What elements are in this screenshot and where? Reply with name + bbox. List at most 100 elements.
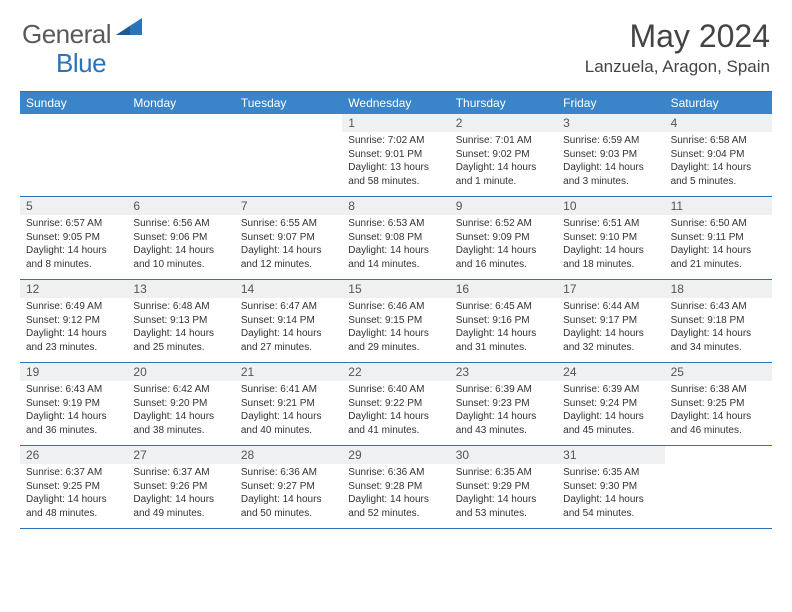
day-body: Sunrise: 6:38 AMSunset: 9:25 PMDaylight:… — [665, 381, 772, 441]
day-number: 27 — [127, 446, 234, 464]
day-cell: 11Sunrise: 6:50 AMSunset: 9:11 PMDayligh… — [665, 197, 772, 279]
day-header: Saturday — [665, 92, 772, 114]
day-body: Sunrise: 6:51 AMSunset: 9:10 PMDaylight:… — [557, 215, 664, 275]
day-body: Sunrise: 6:48 AMSunset: 9:13 PMDaylight:… — [127, 298, 234, 358]
day-number: 19 — [20, 363, 127, 381]
day-cell: 23Sunrise: 6:39 AMSunset: 9:23 PMDayligh… — [450, 363, 557, 445]
day-cell: 7Sunrise: 6:55 AMSunset: 9:07 PMDaylight… — [235, 197, 342, 279]
week-row: 12Sunrise: 6:49 AMSunset: 9:12 PMDayligh… — [20, 280, 772, 363]
day-body: Sunrise: 6:43 AMSunset: 9:18 PMDaylight:… — [665, 298, 772, 358]
logo-text-blue: Blue — [56, 48, 106, 78]
day-number: 23 — [450, 363, 557, 381]
week-row: 19Sunrise: 6:43 AMSunset: 9:19 PMDayligh… — [20, 363, 772, 446]
month-title: May 2024 — [585, 18, 770, 55]
day-cell — [127, 114, 234, 196]
day-number: 5 — [20, 197, 127, 215]
day-body: Sunrise: 6:40 AMSunset: 9:22 PMDaylight:… — [342, 381, 449, 441]
day-cell: 25Sunrise: 6:38 AMSunset: 9:25 PMDayligh… — [665, 363, 772, 445]
day-body: Sunrise: 6:58 AMSunset: 9:04 PMDaylight:… — [665, 132, 772, 192]
day-header: Friday — [557, 92, 664, 114]
day-body: Sunrise: 7:02 AMSunset: 9:01 PMDaylight:… — [342, 132, 449, 192]
day-number: 7 — [235, 197, 342, 215]
day-cell: 5Sunrise: 6:57 AMSunset: 9:05 PMDaylight… — [20, 197, 127, 279]
day-number: 20 — [127, 363, 234, 381]
day-header: Wednesday — [342, 92, 449, 114]
week-row: 1Sunrise: 7:02 AMSunset: 9:01 PMDaylight… — [20, 114, 772, 197]
logo-text-general: General — [22, 19, 111, 50]
day-cell: 29Sunrise: 6:36 AMSunset: 9:28 PMDayligh… — [342, 446, 449, 528]
day-cell: 9Sunrise: 6:52 AMSunset: 9:09 PMDaylight… — [450, 197, 557, 279]
logo-triangle-icon — [116, 18, 142, 41]
day-body: Sunrise: 7:01 AMSunset: 9:02 PMDaylight:… — [450, 132, 557, 192]
day-body: Sunrise: 6:47 AMSunset: 9:14 PMDaylight:… — [235, 298, 342, 358]
day-body: Sunrise: 6:59 AMSunset: 9:03 PMDaylight:… — [557, 132, 664, 192]
day-number: 25 — [665, 363, 772, 381]
day-cell: 10Sunrise: 6:51 AMSunset: 9:10 PMDayligh… — [557, 197, 664, 279]
title-block: May 2024 Lanzuela, Aragon, Spain — [585, 18, 770, 77]
day-body: Sunrise: 6:37 AMSunset: 9:25 PMDaylight:… — [20, 464, 127, 524]
logo-blue-wrapper: Blue — [56, 48, 106, 79]
day-number: 8 — [342, 197, 449, 215]
day-cell: 18Sunrise: 6:43 AMSunset: 9:18 PMDayligh… — [665, 280, 772, 362]
day-cell: 21Sunrise: 6:41 AMSunset: 9:21 PMDayligh… — [235, 363, 342, 445]
day-body: Sunrise: 6:39 AMSunset: 9:23 PMDaylight:… — [450, 381, 557, 441]
day-cell: 19Sunrise: 6:43 AMSunset: 9:19 PMDayligh… — [20, 363, 127, 445]
day-body: Sunrise: 6:37 AMSunset: 9:26 PMDaylight:… — [127, 464, 234, 524]
location-subtitle: Lanzuela, Aragon, Spain — [585, 57, 770, 77]
day-cell: 30Sunrise: 6:35 AMSunset: 9:29 PMDayligh… — [450, 446, 557, 528]
logo: General — [22, 18, 144, 51]
day-cell — [235, 114, 342, 196]
day-cell: 13Sunrise: 6:48 AMSunset: 9:13 PMDayligh… — [127, 280, 234, 362]
day-cell: 17Sunrise: 6:44 AMSunset: 9:17 PMDayligh… — [557, 280, 664, 362]
day-number: 4 — [665, 114, 772, 132]
day-cell: 4Sunrise: 6:58 AMSunset: 9:04 PMDaylight… — [665, 114, 772, 196]
day-body: Sunrise: 6:56 AMSunset: 9:06 PMDaylight:… — [127, 215, 234, 275]
day-header: Thursday — [450, 92, 557, 114]
day-number: 21 — [235, 363, 342, 381]
day-body: Sunrise: 6:55 AMSunset: 9:07 PMDaylight:… — [235, 215, 342, 275]
day-number: 28 — [235, 446, 342, 464]
day-header: Sunday — [20, 92, 127, 114]
day-header: Monday — [127, 92, 234, 114]
day-number: 26 — [20, 446, 127, 464]
day-cell — [20, 114, 127, 196]
day-cell: 1Sunrise: 7:02 AMSunset: 9:01 PMDaylight… — [342, 114, 449, 196]
day-cell: 22Sunrise: 6:40 AMSunset: 9:22 PMDayligh… — [342, 363, 449, 445]
day-number: 15 — [342, 280, 449, 298]
day-number: 12 — [20, 280, 127, 298]
day-number: 11 — [665, 197, 772, 215]
day-body: Sunrise: 6:52 AMSunset: 9:09 PMDaylight:… — [450, 215, 557, 275]
day-number: 10 — [557, 197, 664, 215]
day-body: Sunrise: 6:45 AMSunset: 9:16 PMDaylight:… — [450, 298, 557, 358]
day-body: Sunrise: 6:39 AMSunset: 9:24 PMDaylight:… — [557, 381, 664, 441]
day-cell: 28Sunrise: 6:36 AMSunset: 9:27 PMDayligh… — [235, 446, 342, 528]
day-body: Sunrise: 6:35 AMSunset: 9:29 PMDaylight:… — [450, 464, 557, 524]
day-body: Sunrise: 6:49 AMSunset: 9:12 PMDaylight:… — [20, 298, 127, 358]
day-number: 24 — [557, 363, 664, 381]
week-row: 5Sunrise: 6:57 AMSunset: 9:05 PMDaylight… — [20, 197, 772, 280]
day-number: 22 — [342, 363, 449, 381]
weeks-container: 1Sunrise: 7:02 AMSunset: 9:01 PMDaylight… — [20, 114, 772, 529]
day-body: Sunrise: 6:44 AMSunset: 9:17 PMDaylight:… — [557, 298, 664, 358]
day-body: Sunrise: 6:53 AMSunset: 9:08 PMDaylight:… — [342, 215, 449, 275]
day-body: Sunrise: 6:43 AMSunset: 9:19 PMDaylight:… — [20, 381, 127, 441]
day-number: 16 — [450, 280, 557, 298]
day-number: 1 — [342, 114, 449, 132]
day-body: Sunrise: 6:41 AMSunset: 9:21 PMDaylight:… — [235, 381, 342, 441]
day-cell: 27Sunrise: 6:37 AMSunset: 9:26 PMDayligh… — [127, 446, 234, 528]
day-number: 29 — [342, 446, 449, 464]
day-number: 17 — [557, 280, 664, 298]
day-body: Sunrise: 6:57 AMSunset: 9:05 PMDaylight:… — [20, 215, 127, 275]
day-cell — [665, 446, 772, 528]
day-body: Sunrise: 6:46 AMSunset: 9:15 PMDaylight:… — [342, 298, 449, 358]
day-body: Sunrise: 6:42 AMSunset: 9:20 PMDaylight:… — [127, 381, 234, 441]
day-body: Sunrise: 6:36 AMSunset: 9:28 PMDaylight:… — [342, 464, 449, 524]
page-header: General May 2024 Lanzuela, Aragon, Spain — [0, 0, 792, 83]
day-cell: 12Sunrise: 6:49 AMSunset: 9:12 PMDayligh… — [20, 280, 127, 362]
day-number: 30 — [450, 446, 557, 464]
day-number: 2 — [450, 114, 557, 132]
day-cell: 31Sunrise: 6:35 AMSunset: 9:30 PMDayligh… — [557, 446, 664, 528]
day-number: 18 — [665, 280, 772, 298]
day-cell: 3Sunrise: 6:59 AMSunset: 9:03 PMDaylight… — [557, 114, 664, 196]
day-cell: 16Sunrise: 6:45 AMSunset: 9:16 PMDayligh… — [450, 280, 557, 362]
